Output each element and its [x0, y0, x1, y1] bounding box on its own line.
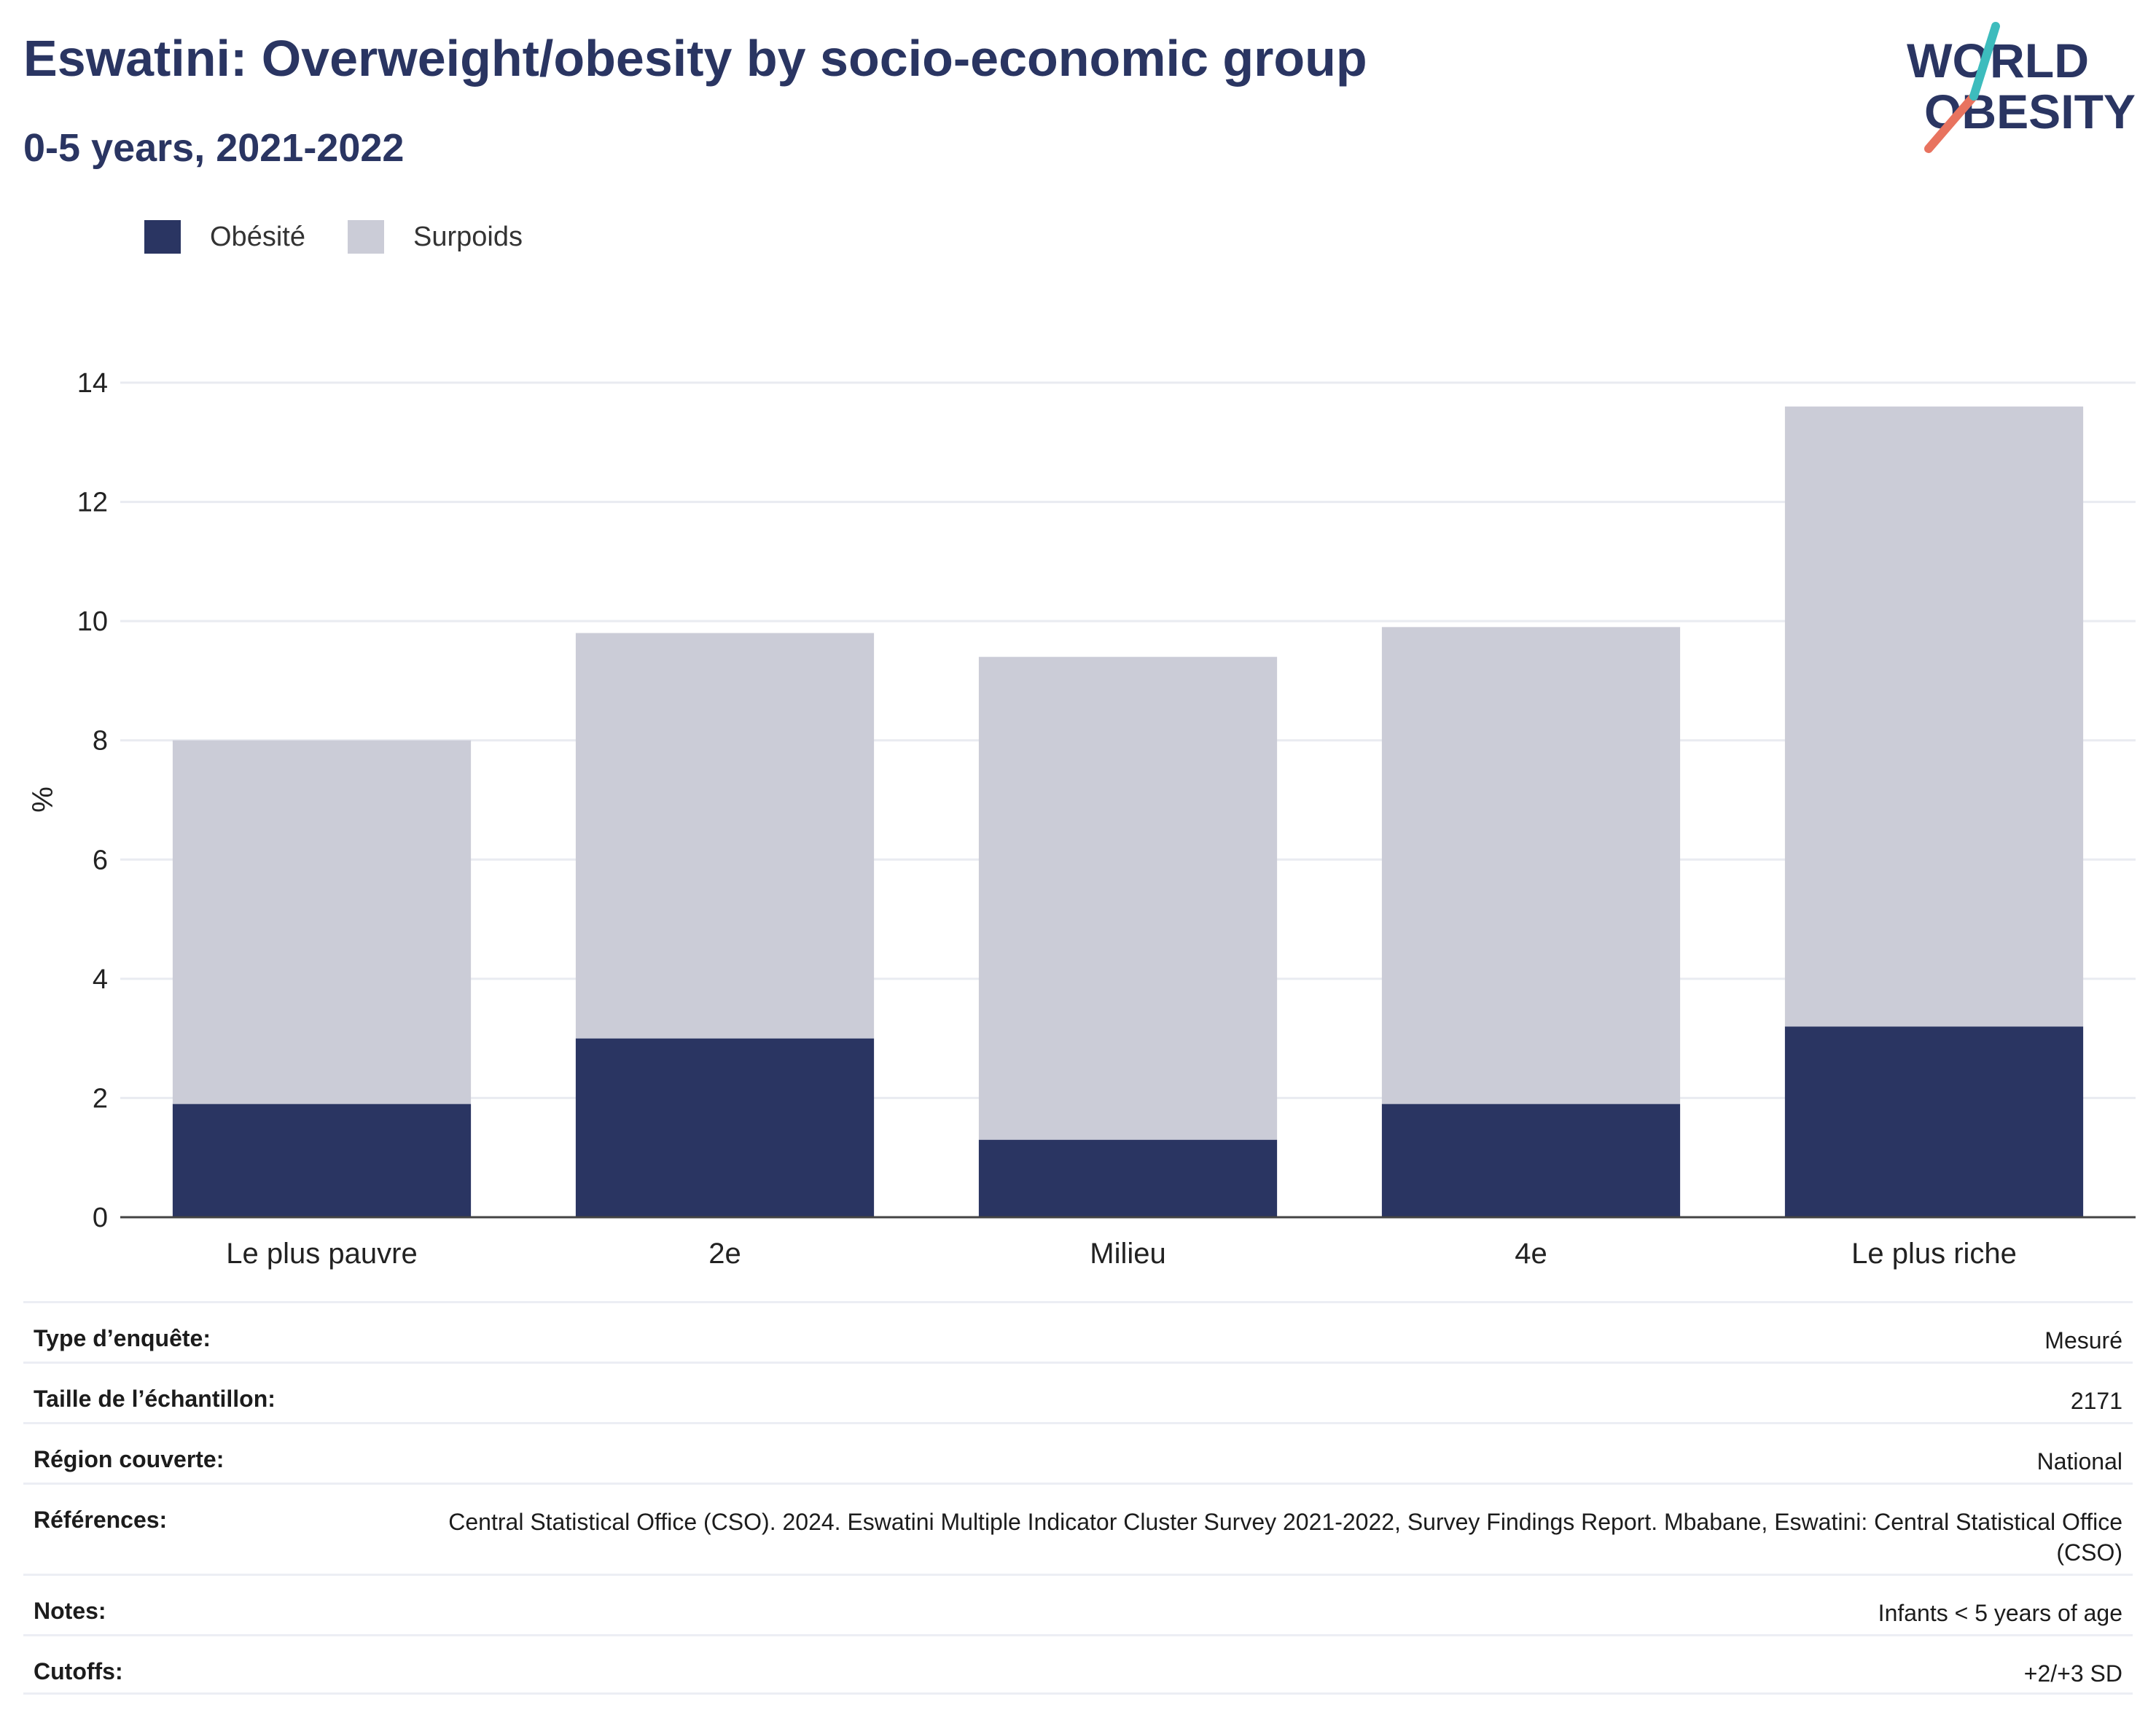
- y-tick-label: 0: [93, 1203, 108, 1233]
- meta-value: 2171: [2070, 1388, 2122, 1414]
- y-tick-label: 10: [77, 606, 108, 637]
- meta-value: Central Statistical Office (CSO). 2024. …: [448, 1509, 2122, 1566]
- meta-row-notes: Notes: Infants < 5 years of age: [23, 1574, 2133, 1634]
- meta-row-references: Références: Central Statistical Office (…: [23, 1483, 2133, 1574]
- svg-text:WORLD: WORLD: [1907, 34, 2089, 87]
- bar-obesite: [575, 1038, 875, 1217]
- stacked-bar-chart: 0 2 4 6 8 10 12 14% Le plus pauvre 2e Milieu 4e Le p…: [27, 368, 2136, 1270]
- meta-label: Taille de l’échantillon:: [34, 1386, 276, 1412]
- meta-row-cutoffs: Cutoffs: +2/+3 SD: [23, 1634, 2133, 1695]
- y-tick-label: 12: [77, 488, 108, 518]
- bar-surpoids: [1381, 627, 1681, 1104]
- bar-surpoids: [1784, 406, 2084, 1027]
- x-tick-label: Le plus pauvre: [226, 1238, 417, 1270]
- chart-legend: Obésité Surpoids: [144, 219, 565, 255]
- meta-label: Références:: [34, 1507, 168, 1533]
- meta-value: Infants < 5 years of age: [1878, 1600, 2122, 1626]
- y-tick-label: 4: [93, 964, 108, 995]
- bar-obesite: [172, 1104, 472, 1217]
- y-tick-label: 6: [93, 845, 108, 875]
- bar-obesite: [978, 1139, 1278, 1217]
- meta-value: +2/+3 SD: [2023, 1660, 2122, 1687]
- meta-label: Cutoffs:: [34, 1658, 123, 1684]
- meta-value: National: [2036, 1448, 2122, 1475]
- bar-obesite: [1784, 1026, 2084, 1217]
- legend-item-obesite[interactable]: Obésité: [144, 220, 305, 254]
- legend-label-surpoids: Surpoids: [413, 221, 523, 252]
- legend-label-obesite: Obésité: [210, 221, 305, 252]
- meta-label: Notes:: [34, 1598, 106, 1624]
- chart-title: Eswatini: Overweight/obesity by socio-ec…: [23, 30, 1367, 87]
- x-tick-label: Le plus riche: [1851, 1238, 2017, 1270]
- meta-row-sample-size: Taille de l’échantillon: 2171: [23, 1362, 2133, 1422]
- bar-surpoids: [172, 740, 472, 1104]
- survey-metadata-table: Type d’enquête: Mesuré Taille de l’échan…: [23, 1301, 2133, 1695]
- legend-swatch-surpoids: [347, 220, 384, 254]
- legend-item-surpoids[interactable]: Surpoids: [347, 220, 523, 254]
- bar-surpoids: [978, 657, 1278, 1140]
- y-axis-label: %: [27, 786, 59, 813]
- legend-swatch-obesite: [144, 220, 181, 254]
- meta-row-region: Région couverte: National: [23, 1422, 2133, 1483]
- meta-value: Mesuré: [2044, 1327, 2122, 1354]
- bar-surpoids: [575, 633, 875, 1039]
- y-tick-label: 14: [77, 368, 108, 399]
- x-tick-label: 2e: [708, 1238, 741, 1270]
- chart-subtitle: 0-5 years, 2021-2022: [23, 126, 405, 170]
- x-tick-label: 4e: [1515, 1238, 1547, 1270]
- bar-obesite: [1381, 1104, 1681, 1217]
- meta-label: Type d’enquête:: [34, 1325, 211, 1351]
- x-tick-label: Milieu: [1090, 1238, 1165, 1270]
- world-obesity-logo: WORLD OBESITY: [1907, 22, 2136, 153]
- meta-label: Région couverte:: [34, 1446, 224, 1472]
- y-tick-label: 2: [93, 1083, 108, 1114]
- y-tick-label: 8: [93, 726, 108, 757]
- meta-row-survey-type: Type d’enquête: Mesuré: [23, 1301, 2133, 1362]
